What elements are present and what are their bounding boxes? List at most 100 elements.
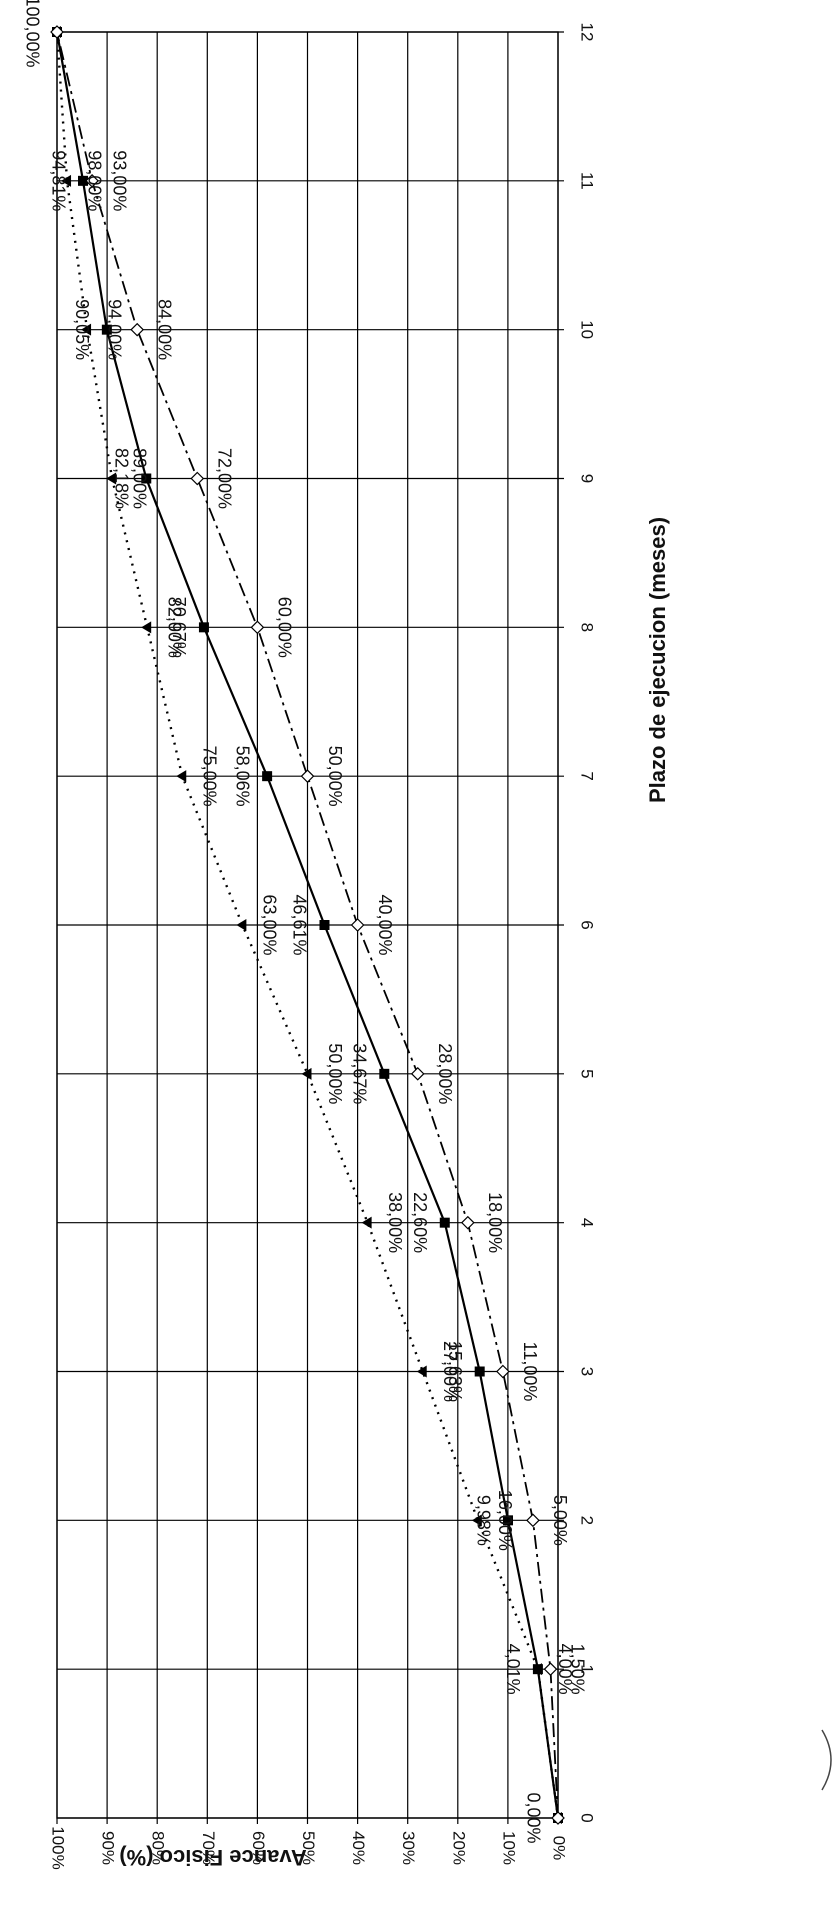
x-tick-label: 10: [578, 320, 597, 339]
scan-mark-arc: [821, 1729, 832, 1791]
data-label: 60,00%: [275, 597, 295, 658]
y-tick-label: 100%: [49, 1826, 68, 1869]
data-point-square: [262, 771, 273, 782]
data-point-square: [439, 1217, 450, 1228]
y-tick-label: 80%: [149, 1831, 168, 1865]
data-point-diamond: [496, 1364, 510, 1379]
data-label: 1,50%: [568, 1644, 588, 1695]
data-label: 4,01%: [503, 1644, 523, 1695]
data-point-triangle: [361, 1216, 372, 1229]
data-label: 28,00%: [435, 1043, 455, 1104]
data-point-diamond: [526, 1513, 540, 1528]
data-label: 15,63%: [445, 1341, 465, 1402]
data-point-square: [474, 1366, 485, 1377]
data-point-square: [78, 175, 89, 186]
data-point-diamond: [300, 769, 315, 784]
x-tick-label: 1: [578, 1664, 597, 1673]
data-label-layer: 0,00% 4,01% 9,98% 15,63% 22,60% 34,67% 46,61% 5…: [22, 0, 587, 1844]
data-label: 4,00%: [555, 1644, 575, 1695]
data-label: 22,60%: [410, 1192, 430, 1253]
data-point-triangle: [531, 1663, 542, 1676]
data-point-diamond: [350, 918, 365, 932]
data-label: 50,00%: [325, 1043, 345, 1104]
data-label: 89,00%: [129, 448, 149, 509]
data-point-square: [379, 1068, 390, 1079]
data-label: 70,67%: [169, 597, 189, 658]
data-label: 58,06%: [232, 746, 252, 807]
data-label: 98,00%: [84, 150, 104, 211]
data-label: 82,00%: [164, 597, 184, 658]
data-label: 27,00%: [440, 1341, 460, 1402]
data-label: 94,81%: [48, 150, 68, 211]
y-tick-label: 90%: [99, 1831, 118, 1865]
data-point-triangle: [61, 174, 72, 187]
data-point-diamond: [50, 25, 64, 39]
data-point-triangle: [81, 323, 92, 336]
data-label: 9,98%: [473, 1495, 493, 1546]
y-tick-label: 60%: [249, 1831, 268, 1865]
data-point-diamond: [543, 1662, 558, 1677]
data-label: 34,67%: [350, 1043, 370, 1104]
y-tick-label: 30%: [399, 1831, 418, 1865]
data-point-diamond: [250, 620, 265, 635]
x-tick-label: 3: [578, 1367, 597, 1376]
data-point-triangle: [236, 919, 247, 931]
data-point-diamond: [551, 1811, 565, 1825]
data-point-triangle: [106, 472, 117, 485]
y-axis-title: Avance Fisico (%): [119, 1845, 306, 1870]
data-point-triangle: [416, 1365, 427, 1378]
data-point-diamond: [460, 1215, 475, 1230]
data-point-triangle: [176, 770, 187, 783]
y-tick-label: 10%: [499, 1831, 518, 1865]
data-label: 11,00%: [520, 1342, 540, 1402]
x-tick-label: 8: [578, 623, 597, 632]
y-tick-label: 50%: [299, 1831, 318, 1865]
data-label: 75,00%: [200, 746, 220, 807]
data-point-triangle: [471, 1514, 482, 1527]
data-label: 93,00%: [109, 150, 129, 211]
y-tick-label: 20%: [449, 1831, 468, 1865]
x-tick-label: 12: [578, 23, 597, 42]
data-label: 16,00%: [495, 1490, 515, 1551]
data-label: 5,00%: [550, 1495, 570, 1546]
data-label: 50,00%: [325, 746, 345, 807]
x-tick-label: 5: [578, 1069, 597, 1078]
y-tick-label: 0%: [550, 1836, 569, 1861]
data-point-diamond: [190, 471, 205, 486]
data-label: 46,61%: [290, 894, 310, 955]
data-point-triangle: [141, 621, 152, 634]
data-label: 84,00%: [154, 299, 174, 360]
data-point-triangle: [301, 1067, 312, 1080]
x-tick-label: 6: [578, 920, 597, 929]
marker-layer: [50, 25, 565, 1825]
data-point-square: [319, 920, 330, 930]
data-point-square: [141, 473, 152, 484]
data-label: 18,00%: [485, 1192, 505, 1253]
y-tick-label: 40%: [349, 1831, 368, 1865]
x-tick-label: 9: [578, 474, 597, 483]
tick-label-layer: 01234567891011120%10%20%30%40%50%60%70%8…: [49, 23, 597, 1870]
data-label: 0,00%: [523, 1792, 543, 1843]
data-point-diamond: [130, 322, 145, 337]
data-label: 90,05%: [72, 299, 92, 360]
data-point-diamond: [410, 1066, 425, 1081]
data-label: 40,00%: [375, 894, 395, 955]
data-point-square: [101, 324, 112, 335]
x-tick-label: 11: [578, 172, 597, 190]
y-tick-label: 70%: [199, 1831, 218, 1865]
x-axis-title: Plazo de ejecucion (meses): [645, 517, 670, 803]
x-tick-label: 0: [578, 1813, 597, 1822]
x-tick-label: 2: [578, 1516, 597, 1525]
data-point-square: [198, 622, 209, 633]
data-point-diamond: [85, 173, 99, 188]
data-label: 72,00%: [215, 448, 235, 509]
data-label: 94,00%: [104, 299, 124, 360]
data-label: 82,18%: [112, 448, 132, 509]
x-tick-label: 7: [578, 771, 597, 780]
data-label: 100,00%: [22, 0, 42, 68]
data-label: 63,00%: [260, 894, 280, 955]
x-tick-label: 4: [578, 1218, 597, 1227]
data-point-square: [503, 1515, 514, 1526]
